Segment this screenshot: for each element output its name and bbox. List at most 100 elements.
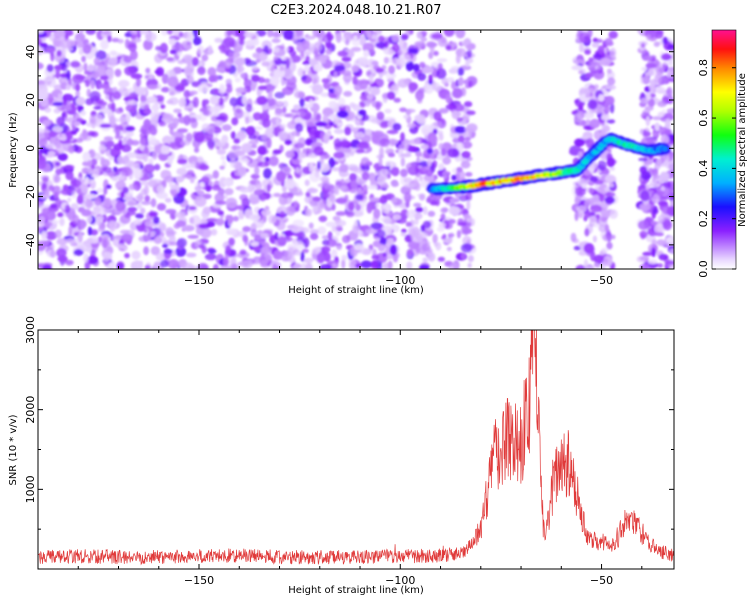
- spectrogram-noise-blob: [321, 180, 331, 188]
- spectrogram-noise-blob: [600, 217, 607, 222]
- spectrogram-noise-blob: [126, 138, 134, 146]
- spectrogram-noise-blob: [167, 157, 173, 165]
- spectrogram-noise-blob: [419, 193, 426, 201]
- spectrogram-noise-blob: [127, 99, 137, 105]
- spectrogram-noise-blob: [376, 111, 385, 121]
- spectrogram-noise-blob: [341, 254, 348, 261]
- spectrogram-noise-blob: [573, 245, 582, 251]
- spectrogram-noise-blob: [89, 90, 101, 102]
- spectrogram-noise-blob: [454, 111, 462, 117]
- spectrogram-noise-blob: [389, 244, 398, 256]
- spectrogram-noise-blob: [208, 75, 216, 83]
- spectrogram-noise-blob: [386, 91, 396, 100]
- spectrogram-noise-blob: [571, 65, 583, 71]
- spectrogram-noise-blob: [407, 240, 420, 250]
- spectrogram-noise-blob: [279, 210, 286, 219]
- spectrogram-noise-blob: [89, 114, 96, 124]
- spectrogram-noise-blob: [39, 194, 50, 199]
- spectrogram-noise-blob: [319, 153, 331, 160]
- spectrogram-noise-blob: [185, 132, 193, 143]
- spectrogram-noise-blob: [171, 189, 178, 198]
- spectrogram-noise-blob: [639, 256, 650, 261]
- spectrogram-noise-blob: [345, 211, 355, 218]
- spectrogram-noise-blob: [584, 199, 590, 209]
- spectrogram-noise-blob: [124, 252, 130, 259]
- spectrogram-noise-blob: [664, 118, 672, 130]
- spectrogram-noise-blob: [143, 163, 155, 173]
- spectrogram-noise-blob: [353, 244, 365, 251]
- spectrogram-noise-blob: [646, 92, 651, 101]
- spectrogram-noise-blob: [331, 167, 342, 172]
- spectrogram-noise-blob: [442, 170, 448, 179]
- spectrogram-noise-blob: [295, 122, 304, 133]
- y-tick-label: 1000: [24, 475, 37, 503]
- spectrogram-noise-blob: [363, 99, 375, 104]
- spectrogram-noise-blob: [589, 118, 601, 129]
- spectrogram-noise-blob: [174, 85, 185, 92]
- spectrogram-noise-blob: [663, 180, 672, 189]
- spectrogram-noise-blob: [57, 153, 68, 161]
- spectrogram-noise-blob: [46, 47, 56, 53]
- spectrogram-noise-blob: [87, 166, 92, 175]
- spectrogram-noise-blob: [379, 146, 384, 158]
- spectrogram-noise-blob: [80, 242, 92, 252]
- spectrogram-noise-blob: [90, 174, 100, 179]
- spectrogram-noise-blob: [242, 234, 248, 243]
- spectrogram-noise-blob: [468, 43, 476, 50]
- spectrogram-noise-blob: [417, 72, 427, 81]
- spectrogram-noise-blob: [124, 32, 133, 38]
- spectrogram-noise-blob: [78, 30, 85, 34]
- spectrogram-noise-blob: [155, 45, 162, 51]
- spectrogram-noise-blob: [663, 187, 674, 199]
- spectrogram-noise-blob: [175, 220, 187, 228]
- spectrogram-noise-blob: [147, 96, 158, 103]
- snr-y-label: SNR (10 * v/v): [8, 414, 19, 485]
- spectrogram-noise-blob: [212, 137, 219, 143]
- spectrogram-noise-blob: [379, 237, 387, 246]
- spectrogram-noise-blob: [177, 158, 188, 165]
- spectrogram-noise-blob: [95, 50, 107, 61]
- spectrogram-noise-blob: [149, 117, 158, 126]
- spectrogram-noise-blob: [644, 105, 654, 111]
- spectrogram-noise-blob: [76, 194, 84, 205]
- colorbar-tick-label: 0.0: [697, 260, 710, 278]
- spectrogram-noise-blob: [670, 265, 674, 269]
- spectrogram-ridge-core: [661, 146, 668, 152]
- spectrogram-noise-blob: [581, 119, 587, 127]
- spectrogram-noise-blob: [153, 216, 160, 225]
- spectrogram-noise-blob: [606, 157, 616, 168]
- spectrogram-noise-blob: [333, 71, 338, 79]
- spectrogram-noise-blob: [42, 264, 52, 269]
- spectrogram-noise-blob: [38, 89, 49, 100]
- spectrogram-noise-blob: [666, 86, 673, 98]
- spectrogram-noise-blob: [660, 134, 670, 145]
- spectrogram-noise-blob: [640, 97, 649, 104]
- spectrogram-noise-blob: [422, 220, 432, 229]
- spectrogram-noise-blob: [384, 40, 389, 48]
- spectrogram-noise-blob: [448, 263, 460, 269]
- spectrogram-noise-blob: [406, 248, 414, 256]
- spectrogram-noise-blob: [118, 79, 130, 88]
- spectrogram-noise-blob: [433, 121, 443, 127]
- spectrogram-noise-blob: [243, 31, 255, 38]
- spectrogram-noise-blob: [299, 97, 305, 108]
- spectrogram-noise-blob: [250, 228, 258, 238]
- spectrogram-noise-blob: [156, 184, 165, 194]
- spectrogram-noise-blob: [438, 108, 449, 114]
- spectrogram-noise-blob: [651, 220, 658, 226]
- spectrogram-noise-blob: [66, 69, 71, 81]
- spectrogram-noise-blob: [378, 73, 383, 79]
- spectrogram-noise-blob: [465, 110, 476, 116]
- spectrogram-noise-blob: [446, 77, 455, 83]
- spectrogram-noise-blob: [136, 203, 143, 209]
- figure-title: C2E3.2024.048.10.21.R07: [270, 3, 441, 18]
- spectrogram-noise-blob: [466, 200, 471, 211]
- spectrogram-noise-blob: [400, 168, 408, 178]
- spectrogram-noise-blob: [138, 235, 149, 242]
- spectrogram-noise-blob: [85, 79, 90, 88]
- spectrogram-noise-blob: [382, 203, 391, 214]
- spectrogram-noise-blob: [645, 116, 651, 127]
- spectrogram-noise-blob: [190, 161, 197, 169]
- spectrogram-noise-blob: [657, 89, 666, 94]
- x-tick-label: −150: [184, 274, 214, 287]
